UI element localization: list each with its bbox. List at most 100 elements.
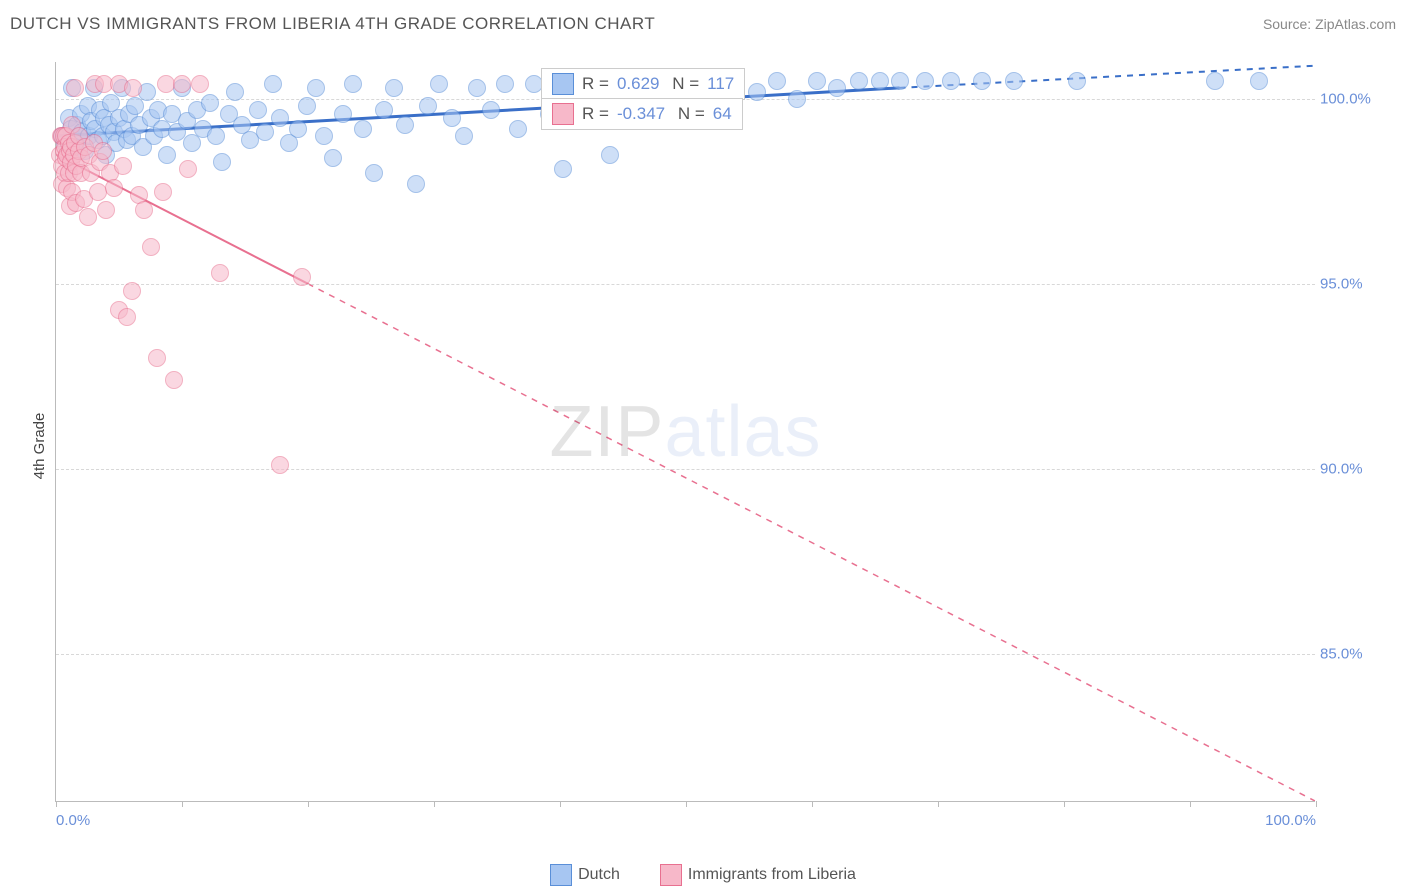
- x-tick-mark: [1064, 801, 1065, 807]
- chart-title: DUTCH VS IMMIGRANTS FROM LIBERIA 4TH GRA…: [10, 14, 655, 34]
- scatter-point: [916, 72, 934, 90]
- scatter-point: [496, 75, 514, 93]
- x-tick-mark: [938, 801, 939, 807]
- legend-label: Immigrants from Liberia: [688, 866, 856, 883]
- scatter-point: [66, 79, 84, 97]
- scatter-point: [828, 79, 846, 97]
- scatter-point: [293, 268, 311, 286]
- scatter-point: [808, 72, 826, 90]
- scatter-point: [324, 149, 342, 167]
- scatter-point: [211, 264, 229, 282]
- scatter-point: [105, 179, 123, 197]
- legend-item: Dutch: [550, 864, 620, 886]
- scatter-point: [455, 127, 473, 145]
- scatter-point: [173, 75, 191, 93]
- scatter-point: [124, 79, 142, 97]
- x-tick-mark: [812, 801, 813, 807]
- header: DUTCH VS IMMIGRANTS FROM LIBERIA 4TH GRA…: [0, 0, 1406, 48]
- legend-label: Dutch: [578, 866, 620, 883]
- scatter-point: [207, 127, 225, 145]
- scatter-point: [118, 308, 136, 326]
- scatter-point: [183, 134, 201, 152]
- scatter-point: [289, 120, 307, 138]
- x-tick-mark: [182, 801, 183, 807]
- source-label: Source: ZipAtlas.com: [1263, 16, 1396, 32]
- swatch-icon: [660, 864, 682, 886]
- scatter-point: [123, 282, 141, 300]
- scatter-point: [97, 201, 115, 219]
- scatter-point: [385, 79, 403, 97]
- scatter-point: [430, 75, 448, 93]
- scatter-point: [365, 164, 383, 182]
- stat-box: R =-0.347 N =64: [541, 98, 743, 130]
- scatter-point: [148, 349, 166, 367]
- scatter-point: [748, 83, 766, 101]
- stat-n-value: 117: [707, 74, 734, 94]
- x-tick-label: 100.0%: [1265, 812, 1316, 829]
- scatter-point: [482, 101, 500, 119]
- scatter-point: [179, 160, 197, 178]
- scatter-point: [1250, 72, 1268, 90]
- y-tick-label: 100.0%: [1320, 91, 1390, 108]
- scatter-point: [443, 109, 461, 127]
- x-tick-mark: [434, 801, 435, 807]
- scatter-point: [201, 94, 219, 112]
- scatter-point: [114, 157, 132, 175]
- scatter-point: [509, 120, 527, 138]
- stat-r-label: R =: [582, 104, 609, 124]
- legend-item: Immigrants from Liberia: [660, 864, 856, 886]
- scatter-point: [354, 120, 372, 138]
- scatter-point: [226, 83, 244, 101]
- scatter-point: [165, 371, 183, 389]
- scatter-point: [264, 75, 282, 93]
- stat-n-label: N =: [667, 74, 699, 94]
- scatter-point: [344, 75, 362, 93]
- scatter-point: [89, 183, 107, 201]
- scatter-point: [396, 116, 414, 134]
- stat-box: R = 0.629 N = 117: [541, 68, 745, 100]
- scatter-point: [850, 72, 868, 90]
- scatter-point: [1068, 72, 1086, 90]
- scatter-point: [79, 208, 97, 226]
- scatter-point: [256, 123, 274, 141]
- scatter-point: [768, 72, 786, 90]
- gridline-h: [56, 284, 1315, 285]
- scatter-point: [157, 75, 175, 93]
- stat-n-label: N =: [673, 104, 705, 124]
- x-tick-mark: [56, 801, 57, 807]
- scatter-point: [213, 153, 231, 171]
- x-tick-mark: [686, 801, 687, 807]
- watermark: ZIPatlas: [549, 391, 821, 473]
- scatter-point: [1005, 72, 1023, 90]
- scatter-point: [135, 201, 153, 219]
- scatter-point: [271, 109, 289, 127]
- scatter-point: [525, 75, 543, 93]
- y-tick-label: 85.0%: [1320, 646, 1390, 663]
- stat-n-value: 64: [713, 104, 732, 124]
- y-axis-label: 4th Grade: [31, 413, 48, 480]
- scatter-point: [788, 90, 806, 108]
- scatter-point: [271, 456, 289, 474]
- scatter-point: [191, 75, 209, 93]
- legend: Dutch Immigrants from Liberia: [0, 864, 1406, 886]
- scatter-point: [334, 105, 352, 123]
- scatter-point: [249, 101, 267, 119]
- x-tick-label: 0.0%: [56, 812, 90, 829]
- gridline-h: [56, 469, 1315, 470]
- y-tick-label: 95.0%: [1320, 276, 1390, 293]
- scatter-point: [154, 183, 172, 201]
- stat-r-label: R =: [582, 74, 609, 94]
- scatter-point: [315, 127, 333, 145]
- scatter-point: [142, 238, 160, 256]
- stat-r-value: 0.629: [617, 74, 660, 94]
- swatch-icon: [552, 103, 574, 125]
- gridline-h: [56, 654, 1315, 655]
- scatter-point: [1206, 72, 1224, 90]
- x-tick-mark: [560, 801, 561, 807]
- x-tick-mark: [308, 801, 309, 807]
- y-tick-label: 90.0%: [1320, 461, 1390, 478]
- scatter-point: [973, 72, 991, 90]
- scatter-point: [942, 72, 960, 90]
- x-tick-mark: [1316, 801, 1317, 807]
- scatter-point: [94, 142, 112, 160]
